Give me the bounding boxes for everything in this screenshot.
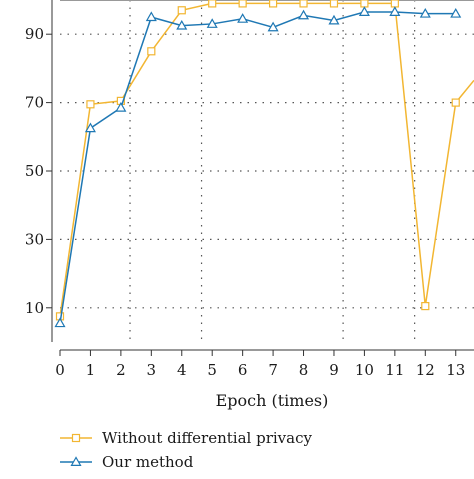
data-point [87, 101, 94, 108]
x-tick-label: 7 [268, 361, 278, 379]
x-tick-label: 12 [416, 361, 435, 379]
x-tick-label: 1 [86, 361, 96, 379]
x-tick-label: 3 [147, 361, 157, 379]
data-point [330, 0, 337, 7]
y-tick-label: 30 [25, 230, 44, 248]
x-tick-label: 9 [329, 361, 339, 379]
x-axis-title: Epoch (times) [216, 391, 329, 410]
data-point [147, 13, 156, 21]
x-tick-label: 2 [116, 361, 126, 379]
data-point [270, 0, 277, 7]
series-line [60, 12, 456, 323]
x-tick-label: 10 [355, 361, 374, 379]
x-tick-label: 6 [238, 361, 248, 379]
legend-label: Our method [102, 453, 194, 471]
data-point [239, 0, 246, 7]
axis-layer [46, 0, 474, 356]
data-point [148, 48, 155, 55]
data-point [209, 0, 216, 7]
series-layer [56, 0, 474, 327]
data-point [178, 7, 185, 14]
data-point [391, 0, 398, 7]
y-tick-label: 50 [25, 162, 44, 180]
data-point [299, 11, 308, 19]
x-tick-label: 11 [385, 361, 404, 379]
data-point [361, 0, 368, 7]
y-tick-label: 90 [25, 25, 44, 43]
legend-label: Without differential privacy [102, 429, 312, 447]
data-point [300, 0, 307, 7]
series-line [60, 3, 474, 316]
y-tick-label: 70 [25, 94, 44, 112]
x-tick-label: 5 [207, 361, 217, 379]
x-tick-label: 8 [299, 361, 309, 379]
x-tick-label: 13 [446, 361, 465, 379]
series-1 [57, 0, 474, 320]
x-tick-label: 0 [55, 361, 65, 379]
y-tick-label: 10 [25, 299, 44, 317]
legend: Without differential privacy Our method [60, 429, 312, 471]
data-point [422, 303, 429, 310]
data-point [452, 99, 459, 106]
x-tick-label: 4 [177, 361, 187, 379]
legend-item: Our method [60, 453, 194, 471]
data-point [238, 14, 247, 22]
legend-swatch-marker [73, 435, 80, 442]
legend-item: Without differential privacy [60, 429, 312, 447]
